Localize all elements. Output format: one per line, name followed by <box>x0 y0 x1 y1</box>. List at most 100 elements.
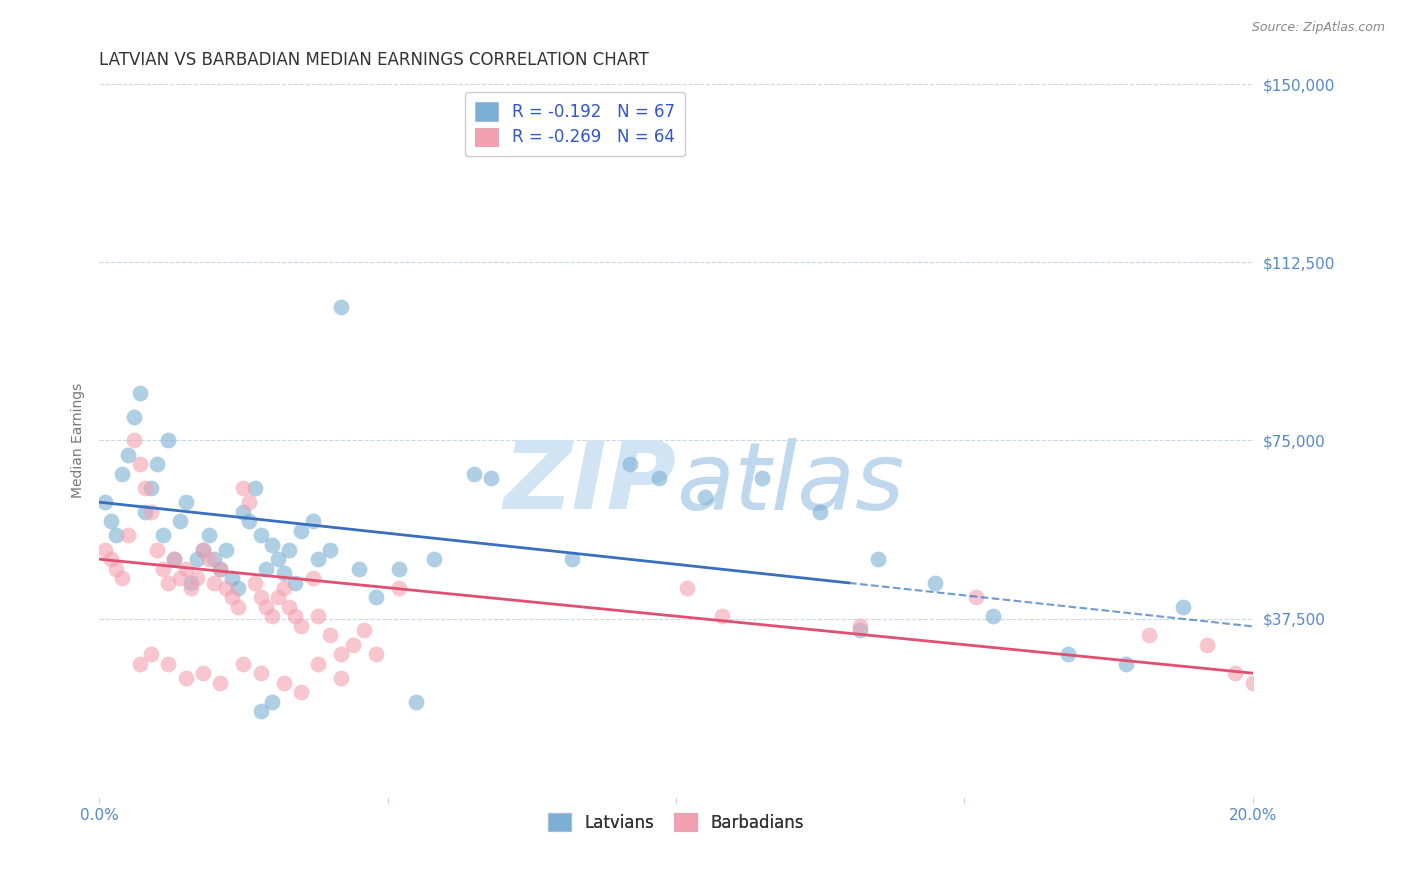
Point <box>307 552 329 566</box>
Point <box>1115 657 1137 671</box>
Point <box>139 481 162 495</box>
Point <box>152 562 174 576</box>
Point <box>262 609 284 624</box>
Point <box>301 514 323 528</box>
Point <box>180 575 202 590</box>
Point <box>330 671 353 685</box>
Point <box>254 599 277 614</box>
Point <box>405 695 427 709</box>
Point <box>353 624 375 638</box>
Point <box>364 647 387 661</box>
Point <box>94 542 117 557</box>
Point <box>561 552 583 566</box>
Point <box>262 695 284 709</box>
Point <box>364 590 387 604</box>
Point <box>619 457 641 471</box>
Point <box>249 590 271 604</box>
Point <box>157 657 180 671</box>
Point <box>163 552 186 566</box>
Point <box>139 505 162 519</box>
Legend: Latvians, Barbadians: Latvians, Barbadians <box>541 806 811 838</box>
Point <box>319 542 342 557</box>
Point <box>105 528 128 542</box>
Point <box>232 657 254 671</box>
Point <box>249 666 271 681</box>
Point <box>711 609 734 624</box>
Point <box>808 505 831 519</box>
Point <box>191 666 214 681</box>
Point <box>122 409 145 424</box>
Point <box>157 434 180 448</box>
Point <box>191 542 214 557</box>
Text: LATVIAN VS BARBADIAN MEDIAN EARNINGS CORRELATION CHART: LATVIAN VS BARBADIAN MEDIAN EARNINGS COR… <box>100 51 650 69</box>
Point <box>169 514 191 528</box>
Point <box>221 590 243 604</box>
Point <box>134 481 156 495</box>
Point <box>128 457 150 471</box>
Point <box>981 609 1004 624</box>
Point <box>146 457 169 471</box>
Point <box>307 657 329 671</box>
Point <box>249 704 271 718</box>
Point <box>174 671 197 685</box>
Point <box>191 542 214 557</box>
Point <box>1057 647 1080 661</box>
Point <box>965 590 987 604</box>
Point <box>676 581 699 595</box>
Point <box>169 571 191 585</box>
Point <box>849 624 872 638</box>
Point <box>388 562 411 576</box>
Point <box>238 495 260 509</box>
Point <box>204 575 226 590</box>
Point <box>330 301 353 315</box>
Point <box>290 524 312 538</box>
Point <box>146 542 169 557</box>
Point <box>204 552 226 566</box>
Point <box>751 471 773 485</box>
Point <box>924 575 946 590</box>
Point <box>301 571 323 585</box>
Point <box>849 618 872 632</box>
Point <box>243 481 266 495</box>
Point <box>157 575 180 590</box>
Point <box>232 481 254 495</box>
Point <box>174 495 197 509</box>
Point <box>128 657 150 671</box>
Point <box>647 471 669 485</box>
Point <box>463 467 485 481</box>
Point <box>347 562 370 576</box>
Point <box>866 552 889 566</box>
Point <box>284 575 307 590</box>
Point <box>134 505 156 519</box>
Point <box>180 581 202 595</box>
Point <box>100 552 122 566</box>
Point <box>232 505 254 519</box>
Point <box>186 571 208 585</box>
Point <box>243 575 266 590</box>
Point <box>100 514 122 528</box>
Point <box>267 552 290 566</box>
Point <box>111 467 134 481</box>
Point <box>209 562 232 576</box>
Point <box>139 647 162 661</box>
Point <box>278 599 301 614</box>
Point <box>117 528 139 542</box>
Point <box>1225 666 1247 681</box>
Point <box>290 618 312 632</box>
Point <box>1173 599 1195 614</box>
Point <box>284 609 307 624</box>
Point <box>290 685 312 699</box>
Point <box>238 514 260 528</box>
Point <box>273 566 295 581</box>
Point <box>693 491 716 505</box>
Point <box>1195 638 1218 652</box>
Text: atlas: atlas <box>676 438 904 529</box>
Point <box>128 385 150 400</box>
Point <box>122 434 145 448</box>
Point <box>330 647 353 661</box>
Point <box>342 638 364 652</box>
Point <box>174 562 197 576</box>
Point <box>94 495 117 509</box>
Point <box>262 538 284 552</box>
Point <box>422 552 444 566</box>
